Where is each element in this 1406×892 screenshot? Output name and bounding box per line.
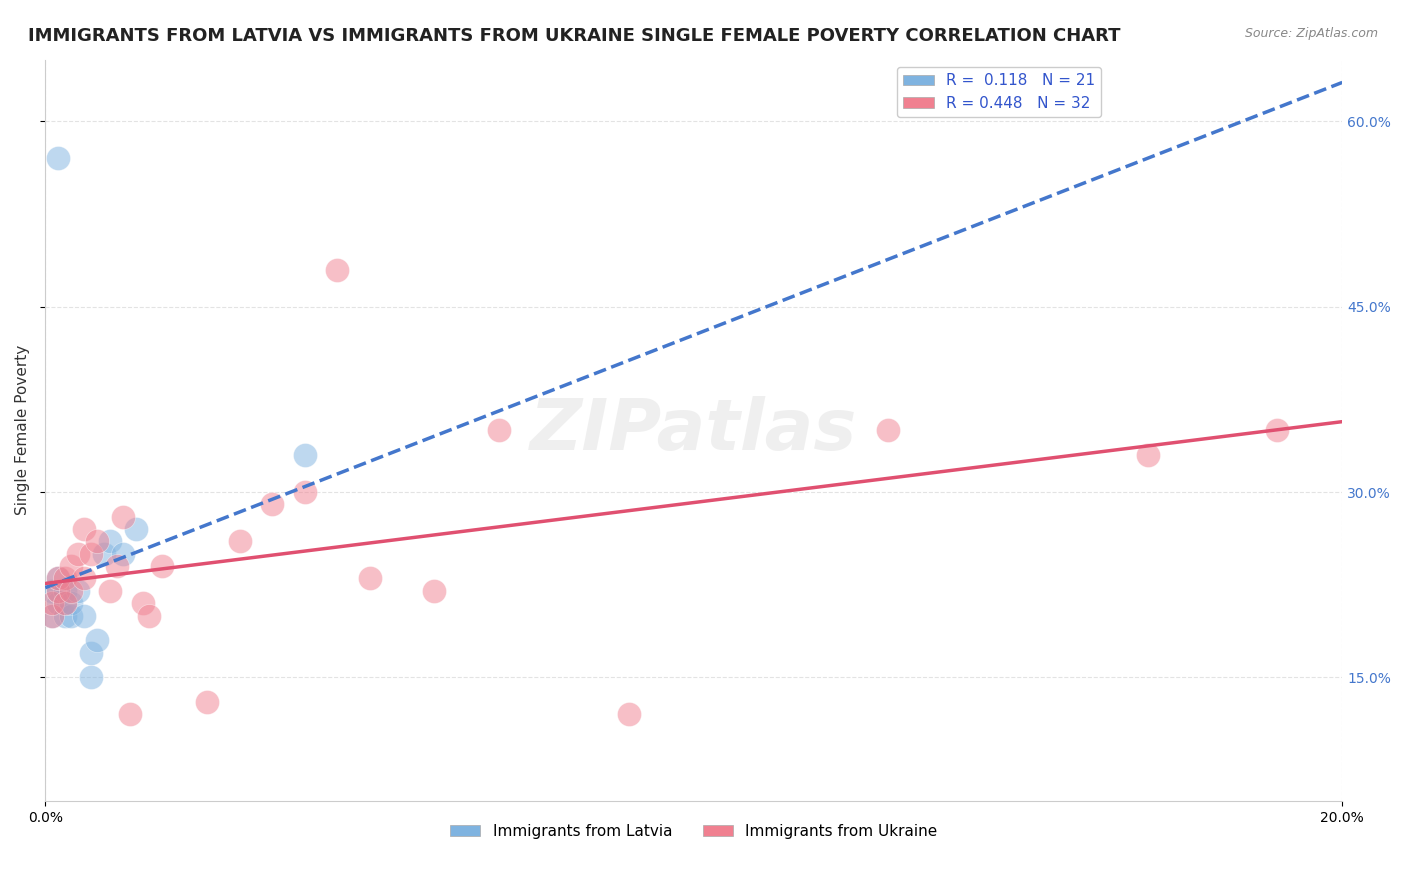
Point [41,583,63,598]
Point [326,262,349,277]
Text: ZIPatlas: ZIPatlas [530,396,858,465]
Point [86,534,108,549]
Point [105,559,128,574]
Point [73,572,96,586]
Point [53,583,76,598]
Point [150,559,173,574]
Point [60,608,83,623]
Point [46,583,69,598]
Point [138,608,160,623]
Point [423,583,446,598]
Point [41,608,63,623]
Point [60,596,83,610]
Point [53,596,76,610]
Point [294,485,316,500]
Point [617,707,640,722]
Point [79,547,101,561]
Point [60,559,83,574]
Point [79,670,101,684]
Point [73,608,96,623]
Point [46,572,69,586]
Point [66,583,89,598]
Point [60,583,83,598]
Point [53,596,76,610]
Point [112,509,135,524]
Point [41,596,63,610]
Point [73,522,96,536]
Point [131,596,153,610]
Point [229,534,252,549]
Point [53,572,76,586]
Point [46,583,69,598]
Point [294,448,316,462]
Point [488,423,510,437]
Point [79,646,101,660]
Point [125,522,148,536]
Text: IMMIGRANTS FROM LATVIA VS IMMIGRANTS FROM UKRAINE SINGLE FEMALE POVERTY CORRELAT: IMMIGRANTS FROM LATVIA VS IMMIGRANTS FRO… [28,27,1121,45]
Point [197,695,219,709]
Y-axis label: Single Female Poverty: Single Female Poverty [15,345,30,516]
Text: Source: ZipAtlas.com: Source: ZipAtlas.com [1244,27,1378,40]
Point [46,596,69,610]
Point [98,534,121,549]
Point [46,152,69,166]
Point [359,572,381,586]
Point [262,497,284,511]
Point [1136,448,1159,462]
Point [112,547,135,561]
Point [86,633,108,648]
Point [66,547,89,561]
Point [46,572,69,586]
Point [41,608,63,623]
Point [93,547,115,561]
Point [1267,423,1289,437]
Point [53,608,76,623]
Point [118,707,141,722]
Legend: Immigrants from Latvia, Immigrants from Ukraine: Immigrants from Latvia, Immigrants from … [444,818,943,845]
Point [877,423,900,437]
Point [98,583,121,598]
